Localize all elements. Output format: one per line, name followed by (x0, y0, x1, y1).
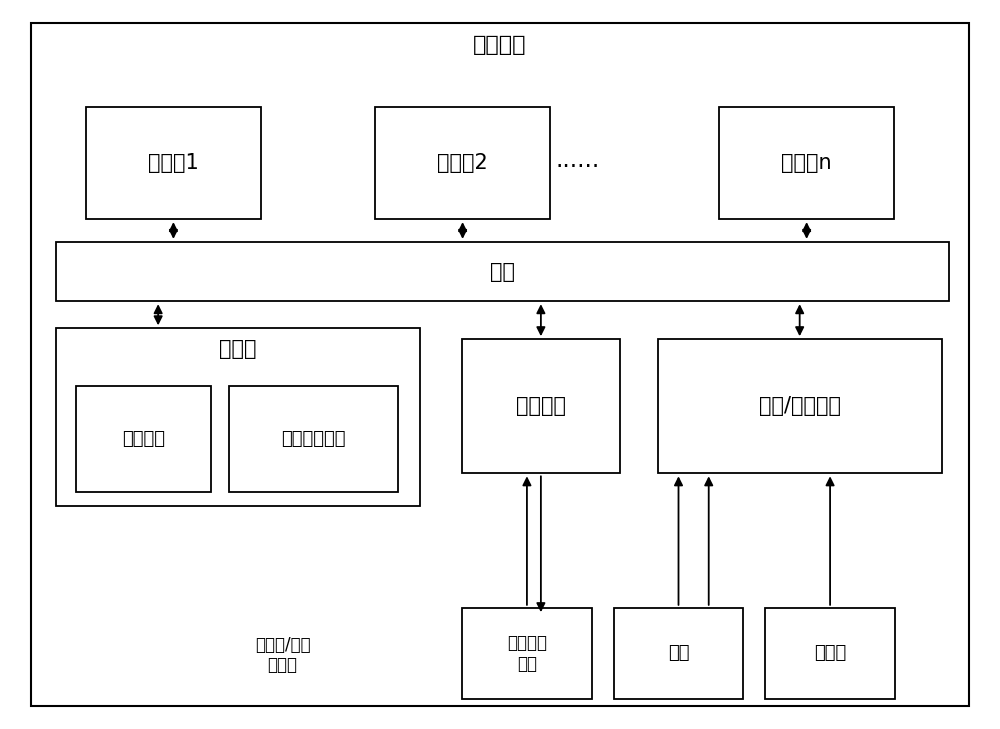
Text: 计算设备: 计算设备 (473, 35, 527, 55)
Bar (658, 339, 942, 473)
Bar (229, 386, 398, 491)
Text: 键盘: 键盘 (668, 644, 689, 662)
Bar (86, 106, 261, 219)
Text: ......: ...... (556, 148, 600, 172)
Text: 处理器n: 处理器n (781, 153, 832, 173)
Bar (614, 608, 743, 698)
Bar (76, 386, 211, 491)
Bar (765, 608, 895, 698)
Text: 传输装置: 传输装置 (516, 397, 566, 416)
Bar (375, 106, 550, 219)
Text: 数据存储装置: 数据存储装置 (281, 430, 346, 448)
Bar (719, 106, 894, 219)
Bar (56, 242, 949, 301)
Text: 输入/输出接口: 输入/输出接口 (759, 397, 841, 416)
Text: 处理器1: 处理器1 (148, 153, 199, 173)
Text: 有线和/或无
线传输: 有线和/或无 线传输 (255, 636, 310, 674)
Text: 处理器2: 处理器2 (437, 153, 488, 173)
Bar (462, 608, 592, 698)
Text: 程序指令: 程序指令 (122, 430, 165, 448)
Text: 总线: 总线 (490, 262, 515, 281)
Text: 存储器: 存储器 (219, 338, 257, 359)
Text: 显示器: 显示器 (814, 644, 846, 662)
Bar (462, 339, 620, 473)
Text: 光标控制
设备: 光标控制 设备 (507, 634, 547, 673)
Bar (56, 328, 420, 506)
